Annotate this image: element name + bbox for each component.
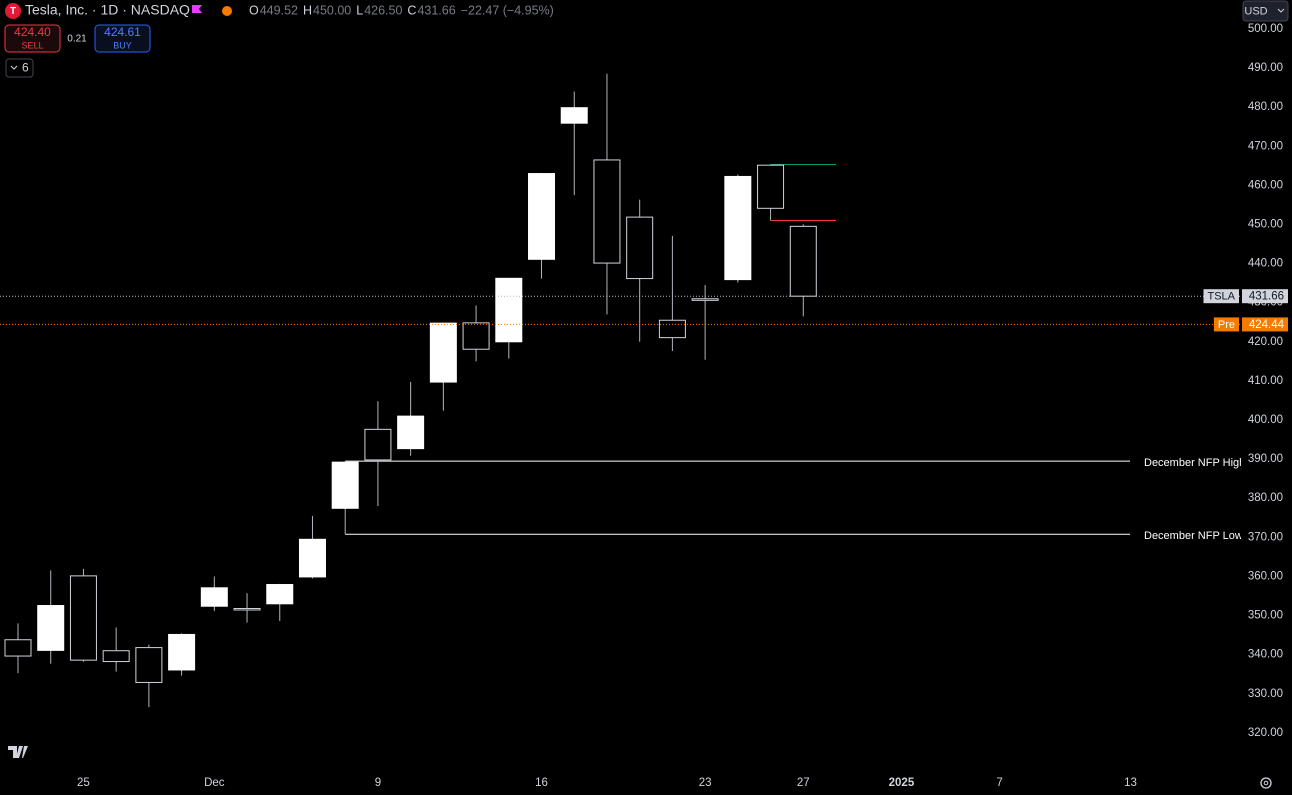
ohlc-key: C — [407, 3, 416, 17]
ohlc-key: L — [356, 3, 363, 17]
candle-body — [789, 225, 817, 297]
y-tick-label: 350.00 — [1248, 610, 1283, 622]
settings-icon[interactable] — [1260, 777, 1272, 789]
candle-body — [266, 584, 294, 605]
y-tick-label: 340.00 — [1248, 649, 1283, 661]
session-icon — [222, 6, 232, 16]
y-tick-label: 470.00 — [1248, 140, 1283, 152]
candle-body — [37, 605, 65, 651]
candle-body — [298, 538, 326, 578]
candle-body — [135, 647, 163, 683]
horizontal-line-label: December NFP High — [1144, 457, 1245, 469]
y-tick-label: 420.00 — [1248, 336, 1283, 348]
y-tick-label: 460.00 — [1248, 179, 1283, 191]
ohlc-value: 426.50 — [364, 3, 402, 17]
price-line-value: 431.66 — [1249, 291, 1284, 303]
horizontal-line-label: December NFP Low — [1144, 530, 1243, 542]
y-tick-label: 410.00 — [1248, 375, 1283, 387]
flag[interactable] — [192, 5, 202, 13]
candle-body — [691, 298, 719, 301]
candle-body — [593, 159, 621, 264]
candle-body — [626, 216, 654, 280]
candle-body — [429, 322, 457, 383]
x-tick-label: 27 — [797, 777, 810, 789]
x-tick-label: 25 — [77, 777, 90, 789]
ohlc-value: 449.52 — [260, 3, 298, 17]
y-tick-label: 320.00 — [1248, 727, 1283, 739]
price-line-name: Pre — [1218, 319, 1235, 331]
ohlc-key: H — [303, 3, 312, 17]
symbol-title[interactable]: Tesla, Inc. · 1D · NASDAQ — [25, 2, 190, 18]
candle-body — [495, 277, 523, 343]
settings-icon-center — [1263, 780, 1269, 786]
x-tick-label: 16 — [535, 777, 548, 789]
ohlc-key: O — [249, 3, 259, 17]
y-tick-label: 490.00 — [1248, 62, 1283, 74]
candle-body — [757, 164, 785, 209]
ohlc-value: 431.66 — [417, 3, 455, 17]
candle-body — [168, 633, 196, 671]
x-tick-label: Dec — [204, 777, 225, 789]
candle-body — [200, 587, 228, 607]
candle-body — [560, 107, 588, 124]
sell-price: 424.40 — [14, 25, 51, 39]
buy-label: BUY — [113, 40, 132, 50]
x-tick-label: 13 — [1124, 777, 1137, 789]
y-tick-label: 450.00 — [1248, 219, 1283, 231]
price-line-value-box — [1242, 289, 1288, 304]
chevron — [10, 65, 18, 70]
y-tick-label: 380.00 — [1248, 492, 1283, 504]
indicators-toggle[interactable] — [5, 58, 34, 78]
y-tick-label: 440.00 — [1248, 258, 1283, 270]
candle-body — [102, 650, 130, 663]
candle-body — [233, 607, 261, 611]
candle-body — [397, 415, 425, 450]
tv-logo-mark — [8, 746, 28, 758]
sell-label: SELL — [21, 40, 43, 50]
currency-button[interactable] — [1242, 0, 1289, 22]
candle-body — [658, 319, 686, 339]
currency: USD — [1244, 5, 1267, 17]
candle-body — [331, 461, 359, 509]
candle-body — [528, 173, 556, 260]
chevron — [1277, 8, 1285, 13]
price-line-value-box — [1242, 317, 1288, 332]
y-tick-label: 330.00 — [1248, 688, 1283, 700]
x-tick-label: 7 — [996, 777, 1002, 789]
settings[interactable] — [1260, 777, 1272, 789]
price-line-value: 424.44 — [1249, 319, 1285, 331]
logo-glyph: T — [10, 6, 16, 17]
indicators-count: 6 — [22, 61, 29, 75]
price-line-name: TSLA — [1207, 291, 1235, 303]
header: T Tesla, Inc. · 1D · NASDAQ 424.40 SELL … — [4, 0, 1289, 78]
x-tick-label: 9 — [375, 777, 381, 789]
plot: December NFP High December NFP Low — [4, 73, 1245, 708]
x-tick-label: 23 — [699, 777, 712, 789]
buy-price: 424.61 — [104, 25, 141, 39]
spread: 0.21 — [67, 34, 87, 45]
y-tick-label: 500.00 — [1248, 23, 1283, 35]
y-tick-label: 390.00 — [1248, 453, 1283, 465]
ohlc-value: 450.00 — [313, 3, 351, 17]
price-line-name-box — [1213, 317, 1239, 332]
sell-button[interactable] — [4, 24, 61, 53]
candle-body — [462, 322, 490, 350]
tv-logo — [8, 746, 28, 758]
x-tick-label: 2025 — [889, 777, 915, 789]
buy-button[interactable] — [94, 24, 151, 53]
candle-body — [364, 428, 392, 461]
y-tick-label: 400.00 — [1248, 414, 1283, 426]
y-tick-label: 370.00 — [1248, 531, 1283, 543]
y-tick-label: 480.00 — [1248, 101, 1283, 113]
candle-body — [724, 175, 752, 281]
logo — [5, 3, 21, 19]
price-line-name-box — [1203, 289, 1239, 304]
candle-body — [69, 575, 97, 661]
candle-body — [4, 639, 32, 657]
change: −22.47 (−4.95%) — [461, 3, 554, 17]
y-tick-label: 360.00 — [1248, 570, 1283, 582]
